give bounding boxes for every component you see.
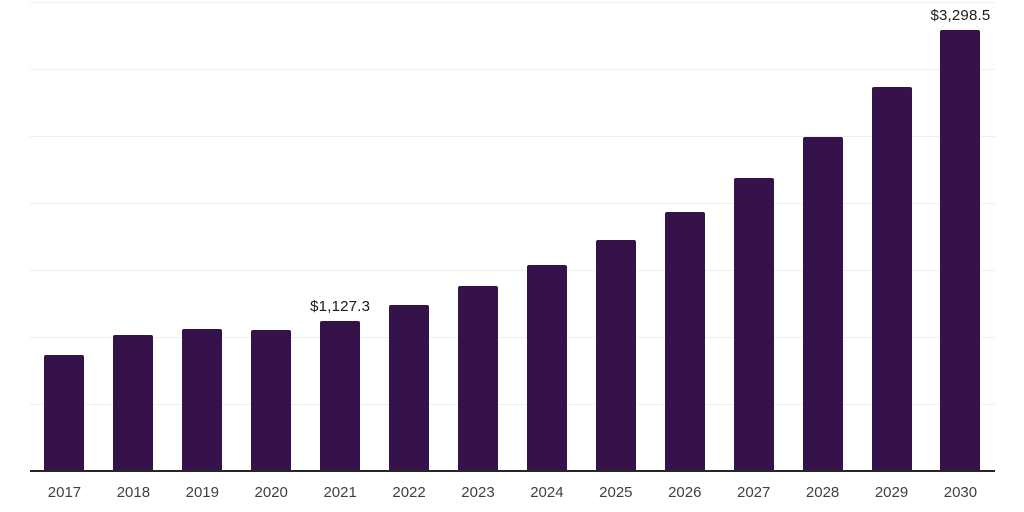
- x-tick-label-2026: 2026: [668, 483, 702, 501]
- bar-2023: [457, 286, 498, 472]
- gridline-1500: [30, 270, 995, 271]
- gridline-2000: [30, 203, 995, 204]
- x-tick-label-2019: 2019: [185, 483, 219, 501]
- x-tick-label-2025: 2025: [599, 483, 633, 501]
- x-tick-label-2020: 2020: [254, 483, 288, 501]
- x-tick-label-2022: 2022: [392, 483, 426, 501]
- x-tick-label-2023: 2023: [461, 483, 495, 501]
- bar-slot-2029: [857, 3, 926, 472]
- bar-slot-2022: [375, 3, 444, 472]
- bar-slot-2027: [719, 3, 788, 472]
- data-label-2030: $3,298.5: [930, 7, 991, 25]
- bar-2027: [733, 178, 774, 472]
- x-tick-label-2029: 2029: [874, 483, 909, 501]
- x-tick-label-2021: 2021: [323, 483, 357, 501]
- x-tick-label-2024: 2024: [530, 483, 564, 501]
- bar-2030: [940, 30, 981, 472]
- bar-2017: [44, 355, 85, 472]
- x-tick-label-2028: 2028: [805, 483, 840, 501]
- bar-slot-2025: [581, 3, 650, 472]
- bar-2020: [251, 330, 292, 472]
- bar-2029: [871, 86, 912, 472]
- bar-series: $1,127.3 $3,298.5: [30, 3, 995, 472]
- x-axis-tick-labels: 2017 2018 2019 2020 2021 2022 2023 2024 2025 2026…: [30, 472, 995, 512]
- gridline-3000: [30, 69, 995, 70]
- bar-2025: [595, 240, 636, 472]
- gridline-500: [30, 404, 995, 405]
- bar-slot-2024: [512, 3, 581, 472]
- bar-slot-2028: [788, 3, 857, 472]
- data-label-2021: $1,127.3: [310, 297, 371, 315]
- bar-slot-2021: $1,127.3: [306, 3, 375, 472]
- bar-2028: [802, 137, 843, 472]
- x-tick-label-2027: 2027: [736, 483, 771, 501]
- bar-2021: [320, 320, 361, 472]
- x-tick-label-2017: 2017: [47, 483, 82, 501]
- bar-slot-2030: $3,298.5: [926, 3, 995, 472]
- bar-2024: [526, 264, 567, 472]
- x-tick-label-2030: 2030: [943, 483, 978, 501]
- x-tick-label-2018: 2018: [116, 483, 151, 501]
- bar-slot-2018: [99, 3, 168, 472]
- bar-slot-2020: [237, 3, 306, 472]
- bar-slot-2023: [444, 3, 513, 472]
- bar-2019: [182, 329, 223, 472]
- x-axis-line: [30, 470, 995, 472]
- bar-slot-2019: [168, 3, 237, 472]
- bar-2018: [113, 335, 154, 472]
- bar-slot-2026: [650, 3, 719, 472]
- bar-2022: [389, 304, 430, 472]
- gridline-3500: [30, 2, 995, 3]
- plot-area: $1,127.3 $3,298.5: [30, 2, 995, 472]
- bar-2026: [664, 212, 705, 472]
- bar-slot-2017: [30, 3, 99, 472]
- gridline-2500: [30, 136, 995, 137]
- gridline-1000: [30, 337, 995, 338]
